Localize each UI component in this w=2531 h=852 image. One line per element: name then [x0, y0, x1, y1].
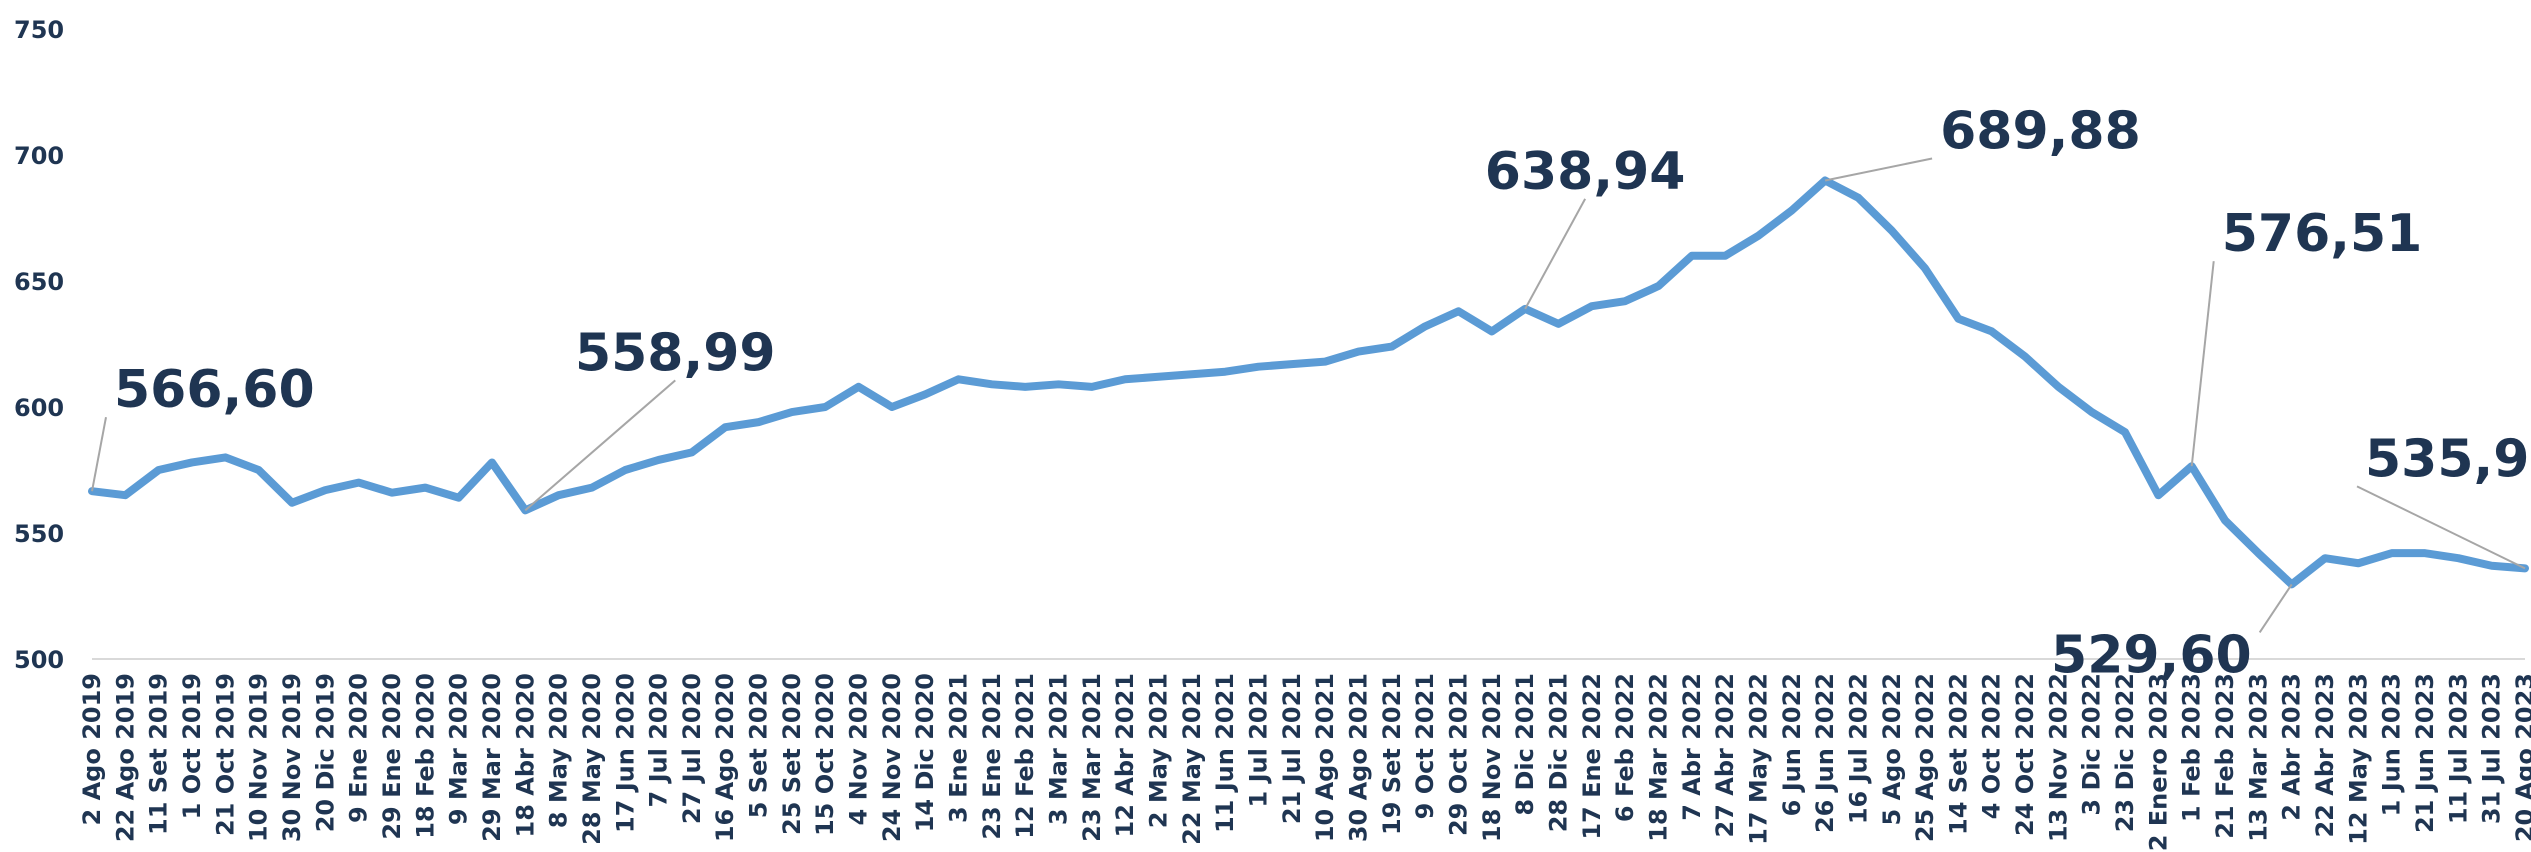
x-tick-label: 6 Feb 2022	[1611, 673, 1639, 822]
x-tick-label: 12 May 2023	[2344, 673, 2372, 845]
x-tick-label: 21 Feb 2023	[2211, 673, 2239, 839]
x-tick-label: 29 Mar 2020	[478, 673, 506, 842]
data-label: 566,60	[114, 360, 315, 420]
x-tick-label: 19 Set 2021	[1378, 673, 1406, 835]
x-tick-label: 3 Ene 2021	[945, 673, 973, 823]
x-tick-label: 5 Ago 2022	[1878, 673, 1906, 825]
leader-line	[1524, 198, 1587, 310]
data-label: 535,97	[2365, 429, 2531, 489]
x-tick-label: 4 Nov 2020	[845, 673, 873, 825]
x-tick-label: 11 Jun 2021	[1211, 673, 1239, 833]
x-tick-label: 1 Jul 2021	[1245, 673, 1273, 807]
x-tick-label: 1 Oct 2019	[178, 673, 206, 819]
x-tick-label: 17 Ene 2022	[1578, 673, 1606, 840]
x-tick-label: 4 Oct 2022	[1978, 673, 2006, 819]
x-tick-label: 5 Set 2020	[745, 673, 773, 818]
x-tick-label: 24 Nov 2020	[878, 673, 906, 842]
x-tick-label: 7 Jul 2020	[645, 673, 673, 807]
x-tick-label: 7 Abr 2022	[1678, 673, 1706, 821]
data-label: 576,51	[2222, 204, 2423, 264]
y-tick-label: 750	[14, 16, 64, 44]
x-tick-label: 12 Feb 2021	[1011, 673, 1039, 839]
x-tick-label: 12 Enero 2023	[2144, 673, 2172, 852]
x-tick-label: 9 Mar 2020	[445, 673, 473, 825]
x-tick-label: 8 Dic 2021	[1511, 673, 1539, 816]
x-tick-label: 29 Ene 2020	[378, 673, 406, 840]
x-tick-label: 23 Dic 2022	[2111, 673, 2139, 832]
data-label: 529,60	[2051, 625, 2252, 685]
data-label: 638,94	[1485, 142, 1686, 202]
x-tick-label: 8 May 2020	[545, 673, 573, 828]
x-tick-label: 10 Ago 2021	[1311, 673, 1339, 842]
x-tick-label: 14 Set 2022	[1944, 673, 1972, 835]
x-tick-label: 11 Jul 2023	[2444, 673, 2472, 824]
x-tick-label: 1 Feb 2023	[2178, 673, 2206, 822]
x-tick-label: 22 May 2021	[1178, 673, 1206, 845]
x-tick-label: 28 Dic 2021	[1544, 673, 1572, 832]
x-tick-label: 12 Abr 2021	[1111, 673, 1139, 838]
x-tick-label: 20 Dic 2019	[311, 673, 339, 832]
x-tick-label: 18 Abr 2020	[511, 673, 539, 838]
x-tick-label: 18 Mar 2022	[1644, 673, 1672, 842]
x-tick-label: 21 Oct 2019	[211, 673, 239, 836]
x-tick-label: 1 Jun 2023	[2378, 673, 2406, 816]
x-tick-label: 13 Nov 2022	[2044, 673, 2072, 842]
y-tick-label: 600	[14, 394, 64, 422]
x-tick-label: 2 Abr 2023	[2278, 673, 2306, 821]
x-tick-label: 31 Jul 2023	[2478, 673, 2506, 824]
y-tick-label: 700	[14, 142, 64, 170]
leader-line	[2258, 583, 2293, 633]
data-label: 558,99	[575, 323, 776, 383]
x-tick-label: 16 Jul 2022	[1844, 673, 1872, 824]
x-tick-label: 11 Set 2019	[145, 673, 173, 835]
x-tick-label: 9 Ene 2020	[345, 673, 373, 823]
x-tick-label: 23 Mar 2021	[1078, 673, 1106, 842]
x-tick-label: 15 Oct 2020	[811, 673, 839, 836]
x-tick-label: 26 Jun 2022	[1811, 673, 1839, 833]
x-tick-label: 20 Ago 2023	[2511, 673, 2531, 842]
x-tick-label: 22 Abr 2023	[2311, 673, 2339, 838]
x-tick-label: 18 Feb 2020	[411, 673, 439, 839]
x-tick-label: 27 Abr 2022	[1711, 673, 1739, 838]
x-tick-label: 3 Dic 2022	[2078, 673, 2106, 816]
leader-line	[1824, 157, 1933, 182]
x-tick-label: 3 Mar 2021	[1045, 673, 1073, 825]
x-tick-label: 24 Oct 2022	[2011, 673, 2039, 836]
line-series	[88, 176, 2529, 589]
x-tick-label: 18 Nov 2021	[1478, 673, 1506, 842]
y-tick-label: 650	[14, 268, 64, 296]
leader-line	[2190, 261, 2215, 467]
x-tick-label: 28 May 2020	[578, 673, 606, 845]
x-tick-label: 30 Ago 2021	[1344, 673, 1372, 842]
x-tick-label: 27 Jul 2020	[678, 673, 706, 824]
leader-line	[2356, 485, 2526, 570]
leader-line	[524, 379, 676, 512]
leader-line	[91, 416, 107, 492]
data-label: 689,88	[1940, 102, 2141, 162]
x-tick-label: 30 Nov 2019	[278, 673, 306, 842]
x-tick-label: 2 May 2021	[1145, 673, 1173, 828]
x-tick-label: 25 Ago 2022	[1911, 673, 1939, 842]
x-tick-label: 21 Jul 2021	[1278, 673, 1306, 824]
x-tick-label: 10 Nov 2019	[245, 673, 273, 842]
x-tick-label: 25 Set 2020	[778, 673, 806, 835]
x-tick-label: 22 Ago 2019	[111, 673, 139, 842]
y-tick-label: 500	[14, 646, 64, 674]
x-tick-label: 13 Mar 2023	[2244, 673, 2272, 842]
x-tick-label: 17 Jun 2020	[611, 673, 639, 833]
x-tick-label: 6 Jun 2022	[1778, 673, 1806, 816]
x-tick-label: 9 Oct 2021	[1411, 673, 1439, 819]
y-tick-label: 550	[14, 520, 64, 548]
x-tick-label: 23 Ene 2021	[978, 673, 1006, 840]
x-tick-label: 21 Jun 2023	[2411, 673, 2439, 833]
x-tick-label: 14 Dic 2020	[911, 673, 939, 832]
x-tick-label: 17 May 2022	[1744, 673, 1772, 845]
x-tick-label: 16 Ago 2020	[711, 673, 739, 842]
x-tick-label: 29 Oct 2021	[1444, 673, 1472, 836]
x-tick-label: 2 Ago 2019	[78, 673, 106, 825]
